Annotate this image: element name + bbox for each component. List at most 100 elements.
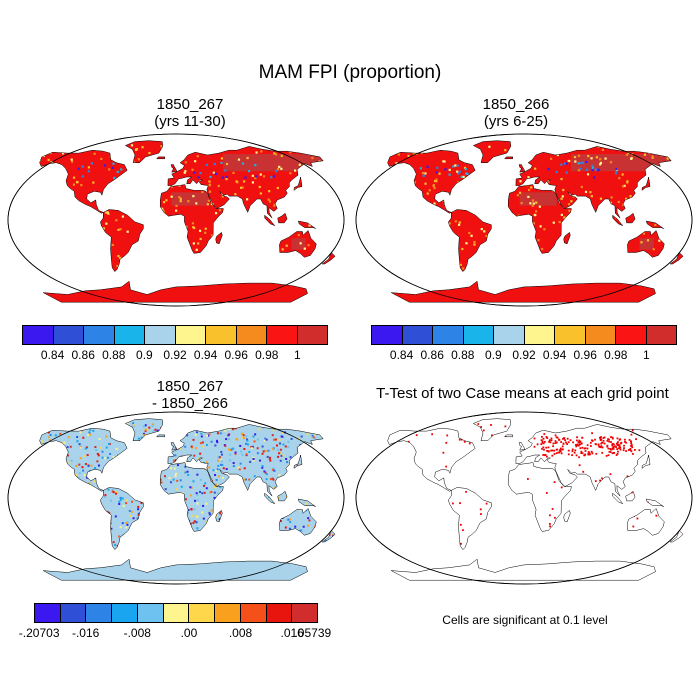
colorbar-labels-panel-2: 0.84 0.86 0.88 0.9 0.92 0.94 0.96 0.98 1 [371, 348, 677, 364]
colorbar-tick-label: 0.92 [163, 348, 187, 362]
coastline-greenland [472, 418, 512, 441]
colorbar-tick-label: .00 [180, 626, 198, 640]
map-panel-2 [355, 133, 693, 307]
panel-3-title: 1850_267 - 1850_266 [40, 378, 340, 412]
panel-2-title-line2: (yrs 6-25) [483, 113, 549, 130]
colorbar-swatch [524, 326, 555, 344]
colorbar-tick-label: 0.84 [389, 348, 414, 362]
panel-1-title-line2: (yrs 11-30) [154, 113, 226, 130]
colorbar-swatch [372, 326, 403, 344]
colorbar-tick-label: 0.94 [542, 348, 567, 362]
colorbar-tick-label: 0.86 [420, 348, 444, 362]
panel-2-title-line1: 1850_266 [482, 96, 550, 113]
significance-note: Cells are significant at 0.1 level [442, 613, 608, 627]
coastline-iceland [156, 434, 166, 438]
colorbar-tick-label: -.016 [71, 626, 100, 640]
map-panel-1 [7, 133, 345, 307]
coastline-africa [159, 462, 224, 532]
coastline-borneo [277, 212, 288, 224]
colorbar-swatch [112, 604, 138, 622]
colorbar-swatch [616, 326, 647, 344]
panel-1-title: 1850_267 (yrs 11-30) [40, 96, 340, 130]
coastline-madagascar [563, 509, 571, 523]
colorbar-tick-label: -.008 [123, 626, 151, 640]
colorbar-tick-label: 0.96 [573, 348, 597, 362]
colorbar-swatch [60, 604, 87, 622]
colorbar-swatch [266, 604, 293, 622]
colorbar-swatch [215, 604, 241, 622]
coastline-uk [518, 164, 526, 173]
coastline-antarctica [390, 558, 656, 581]
coastline-southAmerica [448, 487, 492, 550]
colorbar-tick-label: 0.96 [224, 348, 248, 362]
coastline-madagascar [215, 231, 223, 245]
coastline-indonesia [264, 492, 275, 504]
coastline-southAmerica [100, 209, 144, 272]
coastline-northAmerica [39, 427, 128, 492]
panel-4-title: T-Test of two Case means at each grid po… [350, 385, 695, 402]
colorbar-tick-label: 0.88 [451, 348, 475, 362]
colorbar-swatch [86, 604, 113, 622]
colorbar-swatch [175, 326, 206, 344]
coastline-uk [170, 442, 178, 451]
colorbar-panel-3 [34, 603, 318, 623]
colorbar-tick-label: 0.9 [485, 348, 502, 362]
panel-3-title-line1: 1850_267 [156, 378, 224, 395]
main-title: MAM FPI (proportion) [258, 62, 442, 83]
coastline-iceland [156, 156, 166, 160]
coastline-australia [627, 508, 665, 536]
coastline-nz [669, 530, 684, 543]
coastline-uk [518, 442, 526, 451]
coastline-iceland [504, 156, 514, 160]
coastline-australia [627, 230, 665, 258]
coastline-australia [279, 230, 317, 258]
colorbar-tick-label: 1 [294, 348, 301, 362]
coastline-madagascar [563, 231, 571, 245]
coastline-eurasia [167, 424, 324, 497]
panel-1-title-line1: 1850_267 [156, 96, 224, 113]
colorbar-swatch [463, 326, 494, 344]
coastline-newGuinea [297, 498, 316, 507]
coastline-antarctica [42, 558, 308, 581]
coastline-indonesia [612, 214, 623, 226]
coastline-eurasia [167, 146, 324, 219]
coastline-northAmerica [39, 149, 128, 214]
colorbar-swatch [163, 604, 190, 622]
colorbar-tick-label: .05739 [294, 626, 332, 640]
coastline-southAmerica [100, 487, 144, 550]
coastline-japan [641, 454, 651, 469]
colorbar-swatch [206, 326, 237, 344]
colorbar-swatch [433, 326, 464, 344]
colorbar-tick-label: 0.84 [40, 348, 65, 362]
coastline-borneo [625, 212, 636, 224]
colorbar-tick-label: 0.94 [193, 348, 218, 362]
colorbar-swatch [35, 604, 61, 622]
colorbar-swatch [137, 604, 164, 622]
coastline-newGuinea [645, 498, 664, 507]
colorbar-labels-panel-3: -.20703 -.016 -.008 .00 .008 .016.05739 [19, 626, 331, 642]
coastline-northAmerica [387, 427, 476, 492]
colorbar-swatch [267, 326, 298, 344]
coastline-newGuinea [297, 220, 316, 229]
coastline-africa [507, 184, 572, 254]
colorbar-swatch [84, 326, 115, 344]
coastline-antarctica [42, 280, 308, 303]
coastline-nz [321, 252, 336, 265]
colorbar-panel-2 [371, 325, 677, 345]
colorbar-tick-label: 0.92 [512, 348, 536, 362]
colorbar-swatch [292, 604, 318, 622]
panel-2-title: 1850_266 (yrs 6-25) [366, 96, 666, 130]
colorbar-tick-label: 0.98 [604, 348, 628, 362]
colorbar-swatch [236, 326, 267, 344]
coastline-japan [641, 176, 651, 191]
coastline-eurasia [515, 424, 672, 497]
panel-3-title-line2: - 1850_266 [152, 395, 228, 412]
colorbar-swatch [23, 326, 54, 344]
coastline-japan [293, 176, 303, 191]
colorbar-tick-label: .016 [280, 626, 304, 640]
coastline-borneo [277, 490, 288, 502]
coastline-indonesia [264, 214, 275, 226]
coastline-iceland [504, 434, 514, 438]
coastline-newGuinea [645, 220, 664, 229]
colorbar-tick-label: 0.98 [255, 348, 279, 362]
